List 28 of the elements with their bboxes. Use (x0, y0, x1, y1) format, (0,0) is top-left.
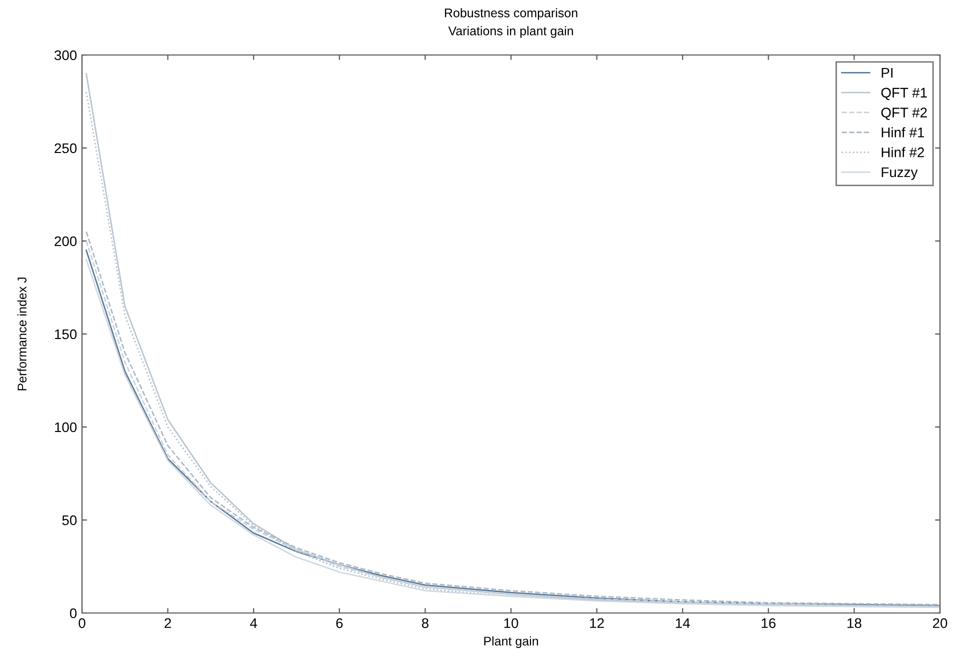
y-tick-label: 150 (55, 329, 77, 340)
y-tick-label: 200 (54, 236, 77, 246)
x-tick-label: 4 (250, 618, 258, 628)
chart-subtitle: Variations in plant gain (448, 26, 573, 38)
x-tick-label: 10 (504, 618, 518, 628)
legend-label: Hinf #2 (882, 147, 924, 158)
x-tick-label: 2 (164, 618, 171, 628)
y-tick-label: 50 (62, 515, 77, 526)
x-tick-label: 14 (676, 618, 690, 628)
x-tick-label: 0 (78, 618, 86, 628)
x-tick-label: 20 (932, 618, 948, 628)
x-tick-label: 8 (422, 618, 428, 628)
legend-label: QFT #1 (881, 88, 927, 100)
y-tick-label: 0 (70, 608, 77, 618)
x-tick-label: 18 (848, 618, 862, 628)
y-tick-label: 100 (55, 422, 77, 432)
y-tick-label: 250 (54, 143, 77, 154)
x-tick-label: 16 (762, 618, 776, 628)
legend-label: PI (882, 68, 893, 78)
x-axis-title: Plant gain (484, 636, 538, 648)
x-tick-label: 6 (336, 618, 343, 628)
y-tick-label: 300 (54, 50, 77, 60)
legend-label: Fuzzy (882, 167, 918, 180)
chart-title: Robustness comparison (444, 8, 578, 20)
legend-label: QFT #2 (881, 108, 927, 120)
x-tick-label: 12 (590, 618, 604, 628)
legend-label: Hinf #1 (882, 127, 924, 138)
y-axis-title: Performance index J (17, 278, 26, 390)
